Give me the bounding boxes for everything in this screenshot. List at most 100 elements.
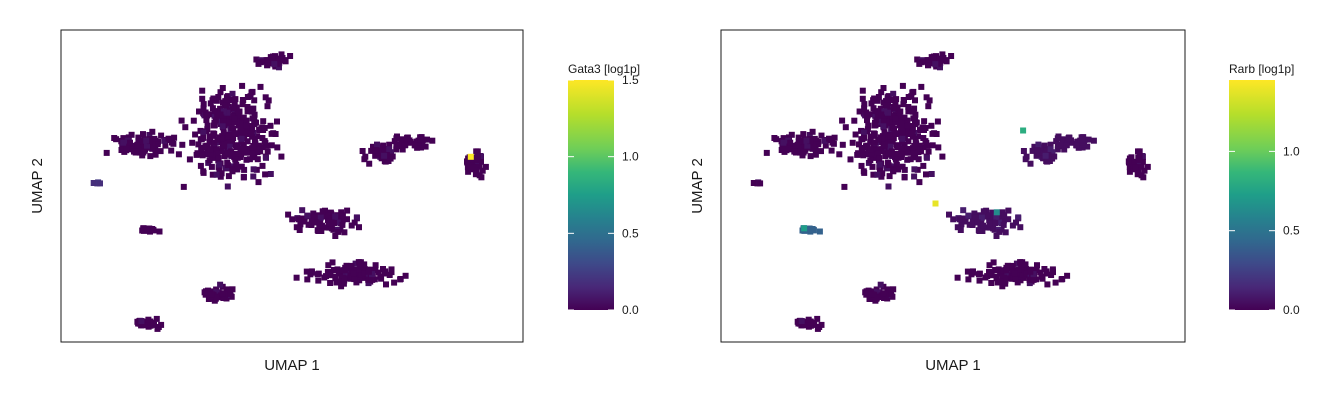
data-point — [233, 104, 240, 111]
data-point — [325, 220, 332, 227]
data-point — [352, 260, 359, 267]
data-point — [210, 122, 217, 129]
data-point — [881, 141, 888, 148]
data-point — [875, 94, 882, 100]
data-point — [224, 109, 231, 116]
data-point — [806, 132, 813, 138]
data-point — [120, 135, 127, 142]
data-point — [149, 128, 156, 135]
data-point — [147, 153, 154, 160]
data-point — [208, 291, 215, 298]
data-point — [382, 270, 389, 277]
data-point — [238, 125, 245, 131]
data-point — [836, 151, 843, 158]
data-point — [263, 154, 269, 161]
data-point — [1037, 269, 1044, 276]
data-point — [1001, 212, 1008, 219]
data-point — [881, 108, 888, 115]
data-point — [842, 124, 849, 131]
data-point — [424, 136, 430, 143]
data-point — [470, 164, 477, 171]
data-point — [335, 278, 342, 285]
data-point — [374, 141, 380, 148]
data-point — [139, 138, 146, 145]
data-point — [930, 55, 937, 62]
data-point — [1047, 141, 1054, 148]
data-point — [978, 217, 985, 224]
data-point — [168, 147, 175, 154]
data-point — [1059, 276, 1066, 282]
data-point — [383, 281, 389, 288]
data-point — [217, 138, 224, 145]
data-point — [224, 183, 231, 190]
data-point — [986, 269, 992, 275]
data-point — [265, 97, 272, 104]
data-point — [807, 153, 814, 160]
data-point — [334, 219, 341, 226]
data-point — [207, 150, 214, 157]
data-point — [791, 148, 798, 155]
data-point — [120, 145, 127, 152]
data-point — [234, 166, 241, 173]
data-point — [1023, 266, 1030, 273]
data-point — [976, 277, 983, 284]
data-point — [351, 276, 358, 283]
data-point — [757, 180, 764, 187]
data-point — [1065, 135, 1072, 142]
data-point — [889, 119, 896, 126]
data-point — [861, 101, 868, 108]
data-point — [885, 109, 891, 116]
colorbar-tick-label: 1.5 — [622, 73, 639, 87]
data-point — [375, 269, 382, 276]
data-point — [220, 117, 227, 124]
data-point — [472, 171, 479, 178]
data-point — [197, 162, 204, 169]
data-point — [909, 89, 916, 96]
data-point — [814, 325, 821, 332]
data-point — [1144, 163, 1151, 170]
data-point — [255, 60, 262, 67]
data-point — [251, 97, 258, 104]
data-point — [154, 325, 161, 332]
data-point — [877, 281, 884, 288]
data-point — [1125, 158, 1132, 165]
data-point — [224, 159, 231, 166]
umap-panel-gata3: UMAP 1 UMAP 2 Gata3 [log1p] 0.0 0.5 1.0 1.5 — [29, 29, 640, 374]
data-point — [330, 267, 337, 273]
data-point — [244, 104, 251, 110]
data-point — [209, 171, 216, 178]
data-point — [900, 118, 907, 125]
data-point — [933, 131, 940, 137]
data-point — [869, 291, 876, 298]
data-point — [861, 105, 868, 112]
data-point — [922, 138, 929, 145]
data-point — [244, 94, 251, 100]
data-point — [243, 149, 250, 156]
data-point — [878, 138, 885, 145]
data-point — [932, 61, 939, 68]
data-point — [257, 83, 264, 90]
data-point — [880, 123, 887, 130]
data-point — [992, 267, 999, 273]
data-point — [141, 227, 147, 234]
data-point — [199, 152, 206, 159]
data-point — [995, 219, 1002, 226]
data-point — [974, 219, 981, 226]
data-point — [925, 103, 932, 110]
data-point — [201, 289, 208, 296]
data-point — [954, 274, 961, 281]
data-point — [890, 135, 897, 142]
data-point — [878, 111, 885, 118]
data-point — [196, 108, 202, 115]
data-point — [867, 146, 874, 153]
data-point — [1054, 135, 1061, 142]
data-point — [912, 117, 918, 124]
data-point — [910, 150, 917, 157]
data-point — [231, 115, 238, 122]
data-point — [296, 227, 303, 233]
data-point — [419, 141, 426, 148]
data-point — [1135, 167, 1142, 174]
data-point — [223, 165, 230, 172]
data-point — [992, 220, 999, 226]
data-point — [150, 319, 157, 326]
